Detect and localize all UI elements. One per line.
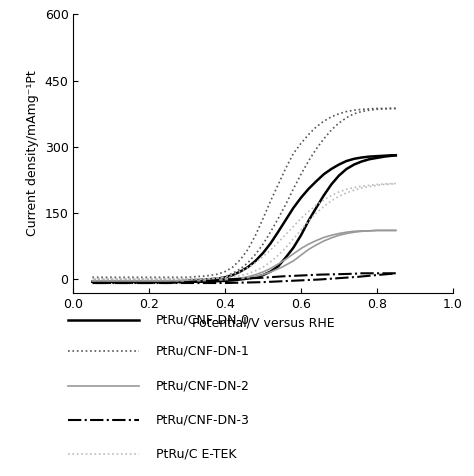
- Text: PtRu/CNF-DN-0: PtRu/CNF-DN-0: [156, 314, 250, 327]
- Text: PtRu/C E-TEK: PtRu/C E-TEK: [156, 447, 237, 461]
- Y-axis label: Current density/mAmg⁻¹Pt: Current density/mAmg⁻¹Pt: [26, 70, 39, 237]
- Text: PtRu/CNF-DN-1: PtRu/CNF-DN-1: [156, 345, 250, 358]
- X-axis label: Potential/V versus RHE: Potential/V versus RHE: [192, 316, 334, 329]
- Text: PtRu/CNF-DN-3: PtRu/CNF-DN-3: [156, 413, 250, 426]
- Text: PtRu/CNF-DN-2: PtRu/CNF-DN-2: [156, 379, 250, 392]
